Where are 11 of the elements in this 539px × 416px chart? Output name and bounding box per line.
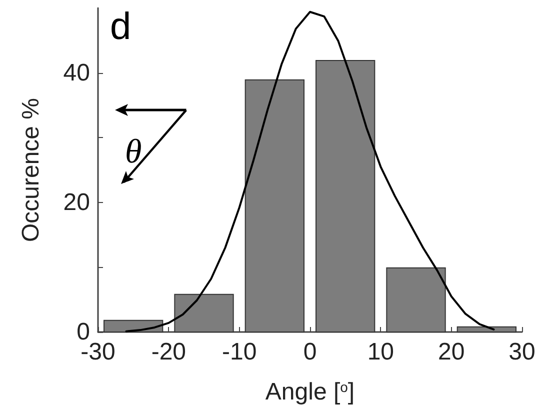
x-tick-label: 0 <box>303 338 317 366</box>
annotation: θ <box>125 134 142 170</box>
x-tick-label: 20 <box>438 338 465 366</box>
y-tick-label: 40 <box>63 59 90 86</box>
x-tick-label: -20 <box>151 338 186 366</box>
y-axis-title: Occurence % <box>18 98 44 242</box>
x-tick-label: 10 <box>367 338 394 366</box>
y-tick-label: 20 <box>63 188 90 216</box>
annotation: d <box>110 6 132 48</box>
x-tick-label: 30 <box>508 338 536 366</box>
x-tick-label: -10 <box>222 338 257 366</box>
